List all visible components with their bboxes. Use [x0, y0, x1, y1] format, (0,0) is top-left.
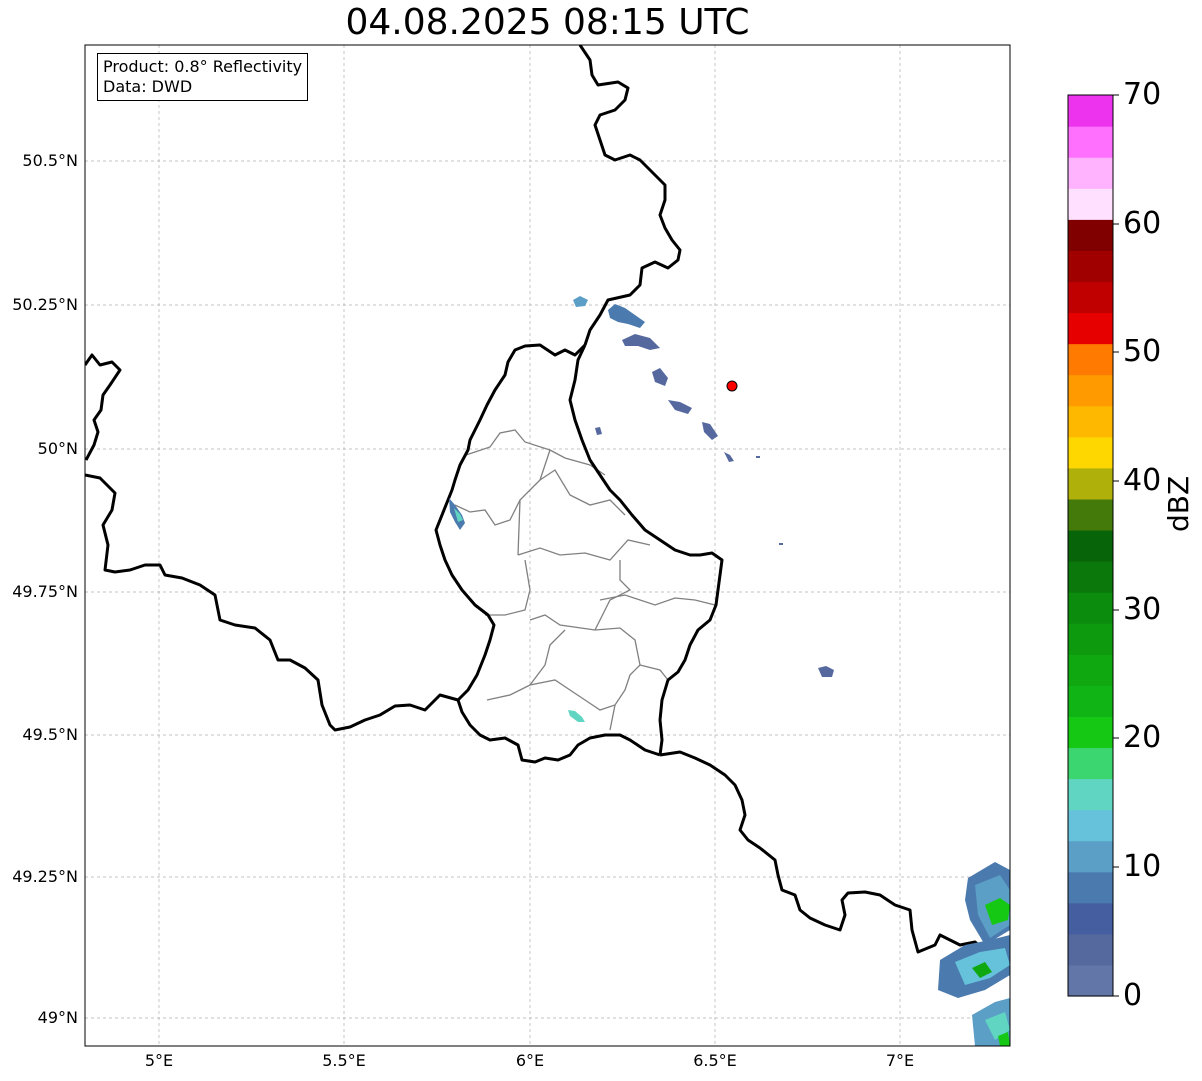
gridlines — [85, 45, 1010, 1046]
colorbar-segment — [1068, 95, 1113, 127]
echo-east — [818, 666, 834, 677]
colorbar-tick-marks — [1113, 94, 1119, 997]
echo-cluster-north-2 — [608, 304, 645, 328]
echo-cluster-north-8 — [724, 452, 734, 462]
echo-dot-2 — [756, 456, 760, 458]
lat-tick-label: 50.25°N — [12, 295, 78, 314]
lat-tick-label: 49.5°N — [22, 725, 78, 744]
colorbar-segment — [1068, 592, 1113, 624]
echo-storm-se-6 — [985, 1012, 1010, 1040]
echo-west-core — [454, 508, 463, 522]
colorbar-segment — [1068, 778, 1113, 811]
colorbar-tick-label: 70 — [1123, 77, 1162, 112]
colorbar-segment — [1068, 219, 1113, 251]
lat-tick-label: 50°N — [37, 439, 78, 458]
radar-echoes — [449, 296, 1010, 1046]
lat-tick-label: 49.25°N — [12, 867, 78, 886]
lat-tick-label: 49°N — [37, 1008, 78, 1027]
colorbar-tick-label: 10 — [1123, 849, 1162, 884]
colorbar-segment — [1068, 467, 1113, 500]
colorbar-segment — [1068, 405, 1113, 438]
canton-boundaries — [454, 429, 716, 731]
map-title: 04.08.2025 08:15 UTC — [345, 2, 750, 43]
colorbar-tick-label: 0 — [1123, 978, 1143, 1013]
colorbar-segment — [1068, 374, 1113, 407]
colorbar-segment — [1068, 685, 1113, 717]
country-borders — [85, 45, 1010, 954]
map-area[interactable] — [85, 45, 1010, 1046]
colorbar-segment — [1068, 188, 1113, 220]
colorbar-segment — [1068, 561, 1113, 593]
colorbar-segment — [1068, 498, 1113, 531]
echo-cluster-north-7 — [595, 427, 602, 435]
colorbar-segment — [1068, 871, 1113, 904]
colorbar-segment — [1068, 343, 1113, 376]
colorbar-segment — [1068, 436, 1113, 469]
echo-cluster-north-5 — [668, 400, 692, 414]
lon-tick-label: 5.5°E — [322, 1051, 366, 1070]
colorbar-segment — [1068, 840, 1113, 873]
colorbar-segment — [1068, 716, 1113, 749]
echo-storm-se-core-2 — [972, 962, 992, 978]
echo-cluster-north-6 — [702, 422, 718, 440]
info-box: Product: 0.8° Reflectivity Data: DWD — [97, 53, 309, 101]
colorbar-segment — [1068, 964, 1113, 997]
colorbar-tick-label: 50 — [1123, 334, 1162, 369]
data-source-label: Data: DWD — [103, 77, 193, 96]
lon-tick-label: 6.5°E — [693, 1051, 737, 1070]
colorbar-tick-label: 30 — [1123, 592, 1162, 627]
colorbar-segment — [1068, 157, 1113, 189]
lat-tick-label: 50.5°N — [22, 151, 78, 170]
map-frame — [84, 44, 1011, 1047]
colorbar-segment — [1068, 654, 1113, 686]
colorbar-tick-label: 20 — [1123, 720, 1162, 755]
echo-cluster-north-1 — [573, 296, 588, 307]
colorbar-segment — [1068, 809, 1113, 842]
colorbar-segment — [1068, 529, 1113, 562]
colorbar-segment — [1068, 250, 1113, 283]
lon-tick-label: 7°E — [885, 1051, 915, 1070]
lon-tick-label: 5°E — [144, 1051, 174, 1070]
echo-storm-se-core — [985, 898, 1010, 925]
lat-tick-label: 49.75°N — [12, 582, 78, 601]
lon-tick-label: 6°E — [515, 1051, 545, 1070]
colorbar-segment — [1068, 623, 1113, 655]
colorbar-segment — [1068, 312, 1113, 345]
colorbar-segment — [1068, 281, 1113, 314]
colorbar-segment — [1068, 902, 1113, 935]
colorbar-unit-label: dBZ — [1162, 475, 1195, 532]
colorbar-segment — [1068, 747, 1113, 780]
colorbar-tick-label: 60 — [1123, 206, 1162, 241]
colorbar — [1068, 95, 1113, 997]
colorbar-frame — [1067, 94, 1114, 997]
echo-south — [568, 710, 585, 722]
echo-dot — [779, 543, 783, 545]
colorbar-tick-label: 40 — [1123, 463, 1162, 498]
echo-cluster-north-4 — [652, 368, 668, 386]
radar-station-marker[interactable] — [726, 380, 738, 392]
echo-cluster-north-3 — [622, 334, 660, 350]
colorbar-segment — [1068, 126, 1113, 158]
colorbar-segment — [1068, 933, 1113, 966]
echo-storm-se-core-3 — [998, 1032, 1010, 1046]
product-label: Product: 0.8° Reflectivity — [103, 57, 303, 76]
